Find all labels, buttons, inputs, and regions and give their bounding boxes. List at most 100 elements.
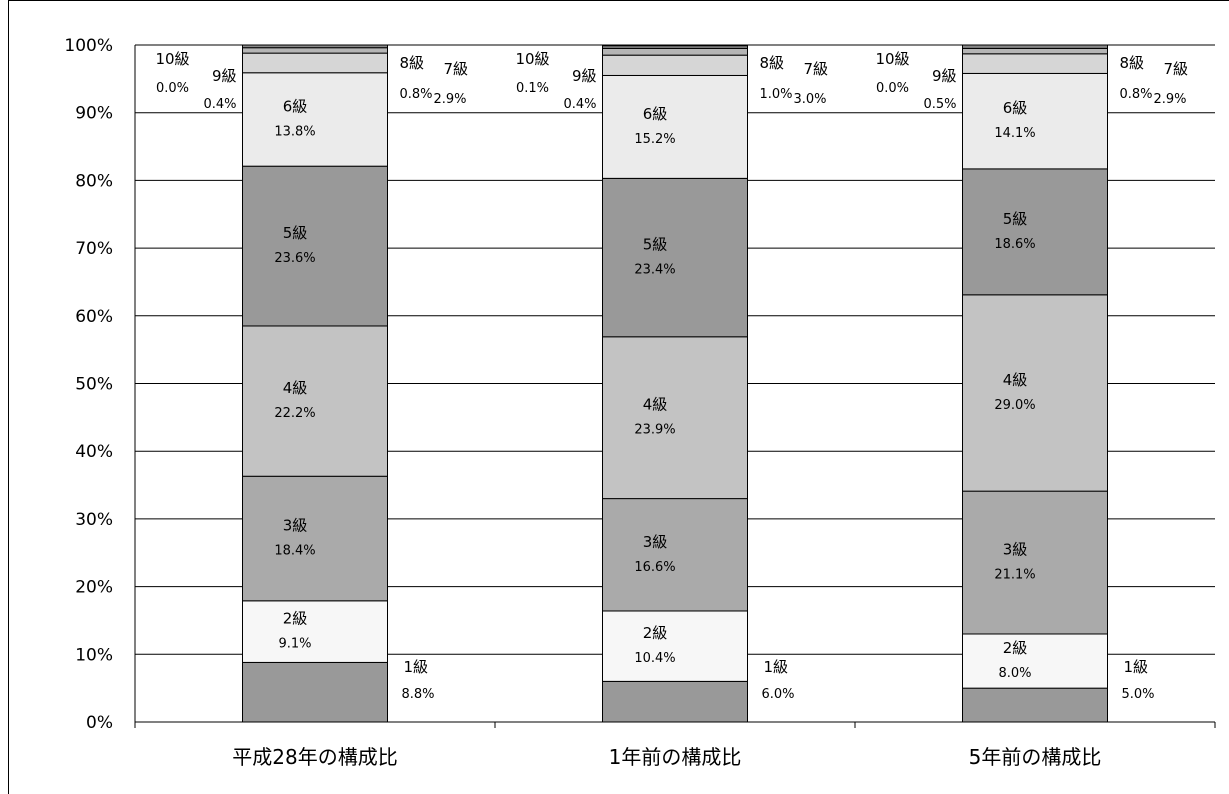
bar-segment: [242, 72, 388, 167]
segment-value-label: 15.2%: [634, 132, 675, 147]
segment-name-label: 4級: [1003, 371, 1028, 389]
segment-value-label: 0.8%: [1120, 87, 1153, 102]
segment-value-label: 9.1%: [278, 637, 311, 652]
bar-segment: [242, 600, 388, 663]
segment-value-label: 23.6%: [274, 251, 315, 266]
segment-value-label: 3.0%: [794, 92, 827, 107]
bar-segment: [242, 52, 388, 74]
segment-value-label: 6.0%: [762, 687, 795, 702]
segment-value-label: 0.0%: [156, 81, 189, 96]
segment-name-label: 1級: [764, 658, 789, 676]
y-tick-label: 30%: [75, 510, 113, 530]
category-label: 平成28年の構成比: [232, 745, 397, 769]
segment-value-label: 0.4%: [563, 97, 596, 112]
segment-value-label: 23.9%: [634, 423, 675, 438]
bar-segment: [962, 47, 1108, 55]
segment-name-label: 1級: [404, 658, 429, 676]
segment-value-label: 21.1%: [994, 568, 1035, 583]
bar-segment: [602, 610, 748, 682]
bar-segment: [242, 475, 388, 602]
segment-name-label: 1級: [1124, 658, 1149, 676]
segment-value-label: 18.6%: [994, 237, 1035, 252]
y-tick-label: 90%: [75, 104, 113, 124]
bar-segment: [962, 490, 1108, 635]
bar-segment: [602, 47, 748, 56]
segment-name-label: 2級: [643, 624, 668, 642]
segment-name-label: 2級: [283, 610, 308, 628]
bar-segment: [962, 687, 1108, 723]
bar-segment: [962, 294, 1108, 492]
segment-value-label: 0.5%: [923, 97, 956, 112]
bar-segment: [602, 44, 748, 47]
segment-name-label: 10級: [875, 50, 909, 68]
segment-name-label: 10級: [515, 50, 549, 68]
segment-value-label: 14.1%: [994, 126, 1035, 141]
category-label: 1年前の構成比: [609, 745, 742, 769]
y-tick-label: 80%: [75, 171, 113, 191]
bar-segment: [962, 633, 1108, 689]
segment-value-label: 2.9%: [1154, 92, 1187, 107]
category-labels: 平成28年の構成比 1年前の構成比 5年前の構成比: [232, 745, 1101, 769]
segment-name-label: 7級: [804, 60, 829, 78]
segment-name-label: 3級: [1003, 541, 1028, 559]
y-tick-label: 50%: [75, 375, 113, 395]
segment-value-label: 23.4%: [634, 263, 675, 278]
y-tick-label: 20%: [75, 578, 113, 598]
segment-value-label: 8.8%: [402, 687, 435, 702]
bar-segment: [602, 680, 748, 723]
segment-name-label: 9級: [212, 67, 237, 85]
segment-value-label: 0.8%: [400, 87, 433, 102]
segment-value-label: 22.2%: [274, 406, 315, 421]
segment-value-label: 5.0%: [1122, 687, 1155, 702]
bar-segment: [242, 44, 388, 49]
segment-name-label: 2級: [1003, 639, 1028, 657]
segment-value-label: 16.6%: [634, 560, 675, 575]
segment-value-label: 18.4%: [274, 544, 315, 559]
bar-segment: [242, 661, 388, 723]
segment-value-label: 10.4%: [634, 651, 675, 666]
y-tick-label: 40%: [75, 442, 113, 462]
bar-segment: [602, 498, 748, 612]
segment-name-label: 9級: [932, 67, 957, 85]
bar-segment: [962, 72, 1108, 170]
segment-name-label: 6級: [643, 105, 668, 123]
segment-name-label: 5級: [643, 236, 668, 254]
bar-segment: [602, 177, 748, 338]
segment-name-label: 10級: [155, 50, 189, 68]
segment-value-label: 0.0%: [876, 81, 909, 96]
segment-name-label: 4級: [643, 396, 668, 414]
y-axis-ticks: 0% 10% 20% 30% 40% 50% 60% 70% 80% 90% 100%: [64, 36, 113, 733]
bar-segment: [962, 168, 1108, 296]
y-tick-label: 0%: [86, 713, 113, 733]
segment-name-label: 4級: [283, 379, 308, 397]
segment-name-label: 7級: [1164, 60, 1189, 78]
segment-name-label: 8級: [1120, 54, 1145, 72]
bar-segment: [962, 53, 1108, 74]
segment-value-label: 1.0%: [760, 87, 793, 102]
segment-name-label: 8級: [400, 54, 425, 72]
segment-value-label: 8.0%: [998, 666, 1031, 681]
y-tick-label: 60%: [75, 307, 113, 327]
bar-segment: [242, 165, 388, 327]
segment-name-label: 9級: [572, 67, 597, 85]
axes: [134, 45, 1216, 728]
y-tick-label: 10%: [75, 645, 113, 665]
y-tick-label: 70%: [75, 239, 113, 259]
bar-segment: [602, 54, 748, 76]
segment-value-label: 0.1%: [516, 81, 549, 96]
segment-name-label: 7級: [444, 60, 469, 78]
segment-name-label: 6級: [283, 97, 308, 115]
segment-name-label: 3級: [643, 533, 668, 551]
y-tick-label: 100%: [64, 36, 113, 56]
bar-segment: [242, 325, 388, 477]
segment-value-label: 2.9%: [434, 92, 467, 107]
segment-name-label: 5級: [283, 224, 308, 242]
bar-segment: [602, 336, 748, 500]
bars: 8.8% 1級 2級 9.1% 3級 18.4% 4級 22.2% 5級 23.6% 6級 13.8%…: [155, 44, 1189, 723]
segment-value-label: 0.4%: [203, 97, 236, 112]
bar-segment: [602, 74, 748, 179]
segment-value-label: 13.8%: [274, 124, 315, 139]
segment-name-label: 5級: [1003, 210, 1028, 228]
bar-segment: [242, 47, 388, 54]
segment-value-label: 29.0%: [994, 398, 1035, 413]
